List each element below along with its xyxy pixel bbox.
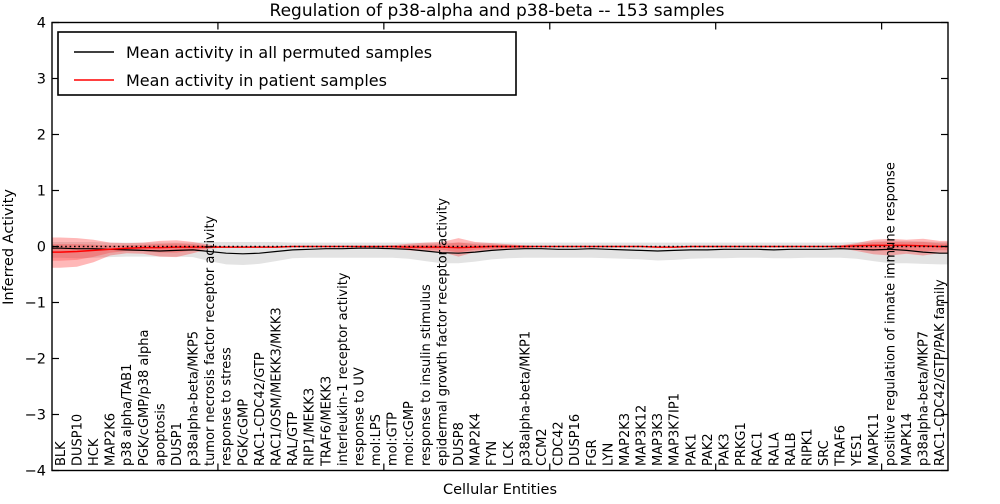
x-tick-label: p38 alpha/TAB1: [120, 364, 135, 466]
y-tick-label: −1: [25, 296, 46, 312]
x-tick-label: BLK: [54, 441, 69, 466]
x-tick-label: YES1: [850, 433, 865, 467]
patient-std-band-inner: [52, 241, 948, 261]
x-tick-label: mol:LPS: [369, 414, 384, 466]
x-tick-label: LYN: [601, 443, 616, 466]
x-tick-label: DUSP1: [170, 422, 185, 466]
legend: Mean activity in all permuted samples Me…: [57, 31, 517, 96]
x-tick-label: MAP2K4: [469, 413, 484, 466]
x-tick-label: mol:GTP: [386, 412, 401, 466]
x-tick-label: positive regulation of innate immune res…: [883, 162, 898, 466]
x-tick-label: RAC1-CDC42/GTP: [253, 352, 268, 466]
legend-box: [57, 31, 517, 96]
x-tick-label: SRC: [817, 440, 832, 466]
x-tick-label: RIPK1: [800, 428, 815, 466]
x-tick-label: tumor necrosis factor receptor activity: [203, 215, 218, 466]
patient-mean-line: [52, 244, 948, 253]
x-tick-label: MAP3K7IP1: [668, 393, 683, 466]
x-tick-label: MAPK11: [867, 413, 882, 466]
x-tick-label: MAP2K3: [618, 413, 633, 466]
x-tick-label: mol:cGMP: [402, 401, 417, 466]
x-tick-label: CDC42: [552, 421, 567, 466]
x-tick-label: PAK3: [718, 433, 733, 466]
line-layer: [52, 244, 948, 255]
permuted-mean-line: [52, 247, 948, 255]
y-tick-label: −3: [25, 408, 46, 424]
y-tick-label: 2: [37, 128, 46, 144]
y-tick-label: 0: [37, 240, 46, 256]
x-tick-label: RAC1-CDC42/GTP/PAK family: [933, 279, 948, 466]
x-tick-label: RALB: [784, 432, 799, 466]
x-tick-label: DUSP16: [568, 414, 583, 466]
x-tick-label: DUSP10: [70, 414, 85, 466]
x-tick-label: response to UV: [352, 367, 367, 466]
y-axis-label: Inferred Activity: [1, 189, 17, 305]
x-tick-label: RIP1/MEKK3: [303, 388, 318, 466]
y-tick-label: 3: [37, 72, 46, 88]
x-tick-label: LCK: [502, 441, 517, 466]
x-tick-label: response to stress: [220, 347, 235, 466]
x-tick-label: PGK/cGMP/p38 alpha: [137, 330, 152, 466]
x-tick-label: apoptosis: [153, 403, 168, 466]
x-tick-label: MAP2K6: [104, 413, 119, 466]
x-tick-label: MAP3K3: [651, 413, 666, 466]
x-tick-label: MAP3K12: [635, 405, 650, 466]
band-layer: [52, 237, 948, 268]
x-tick-label: TRAF6: [834, 425, 849, 467]
x-tick-label-layer: BLK DUSP10 HCK MAP2K6 p38 alpha/TAB1 PGK/cGMP…: [54, 162, 948, 467]
x-tick-label: epidermal growth factor receptor activit…: [435, 198, 450, 466]
x-tick-label: RAC1: [751, 431, 766, 466]
y-tick-label: 1: [37, 184, 46, 200]
x-tick-label: PAK2: [701, 433, 716, 466]
chart-title: Regulation of p38-alpha and p38-beta -- …: [270, 1, 725, 21]
x-tick-label: FYN: [485, 441, 500, 466]
legend-entry-permuted: Mean activity in all permuted samples: [126, 43, 432, 62]
x-tick-label: PRKG1: [734, 422, 749, 466]
x-tick-label: p38alpha-beta/MKP1: [518, 331, 533, 466]
y-tick-label: −4: [25, 464, 46, 480]
x-tick-label: DUSP8: [452, 422, 467, 466]
x-tick-label: TRAF6/MEKK3: [319, 376, 334, 467]
x-tick-label: CCM2: [535, 428, 550, 466]
x-tick-label: RAL/GTP: [286, 411, 301, 466]
y-tick-label: −2: [25, 352, 46, 368]
x-tick-label: HCK: [87, 438, 102, 466]
x-tick-label: FGR: [585, 439, 600, 466]
y-tick-label: 4: [37, 16, 46, 32]
legend-entry-patient: Mean activity in patient samples: [126, 71, 387, 90]
x-tick-label: p38alpha-beta/MKP5: [187, 331, 202, 466]
y-tick-label-layer: 4 3 2 1 0 −1 −2 −3 −4: [25, 16, 46, 480]
x-tick-label: interleukin-1 receptor activity: [336, 272, 351, 466]
x-tick-label: PGK/cGMP: [236, 399, 251, 466]
tick-mark-layer: [52, 21, 948, 472]
x-tick-label: MAPK14: [900, 413, 915, 466]
x-tick-label: response to insulin stimulus: [419, 284, 434, 466]
x-tick-label: RALA: [767, 432, 782, 466]
x-axis-label: Cellular Entities: [443, 482, 557, 498]
x-tick-label: p38alpha-beta/MKP7: [917, 331, 932, 466]
x-tick-label: RAC1/OSM/MEKK3/MKK3: [270, 307, 285, 466]
x-tick-label: PAK1: [684, 433, 699, 466]
